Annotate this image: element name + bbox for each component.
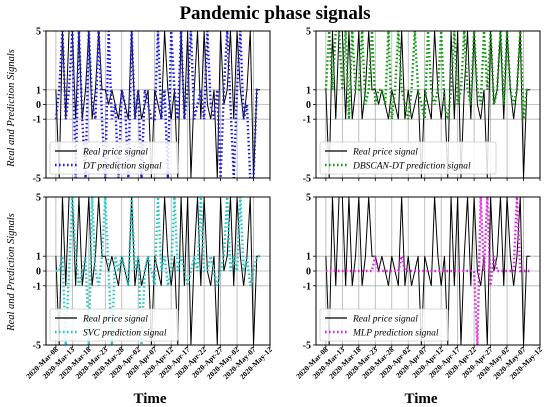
- panels-group: -5 -1 0 1 5 Real price signal DT prediction si…: [24, 27, 544, 382]
- ytick-label-dbscan-dt: -1: [303, 115, 311, 126]
- real-price-line-dbscan-dt: [325, 31, 531, 178]
- legend-label-real-dbscan-dt: Real price signal: [352, 148, 418, 158]
- ytick-label-mlp: -1: [303, 281, 311, 292]
- legend-label-pred-svc: SVC prediction signal: [83, 329, 167, 339]
- panel-mlp: -5-10152020-Mar-082020-Mar-132020-Mar-18…: [294, 193, 544, 382]
- ytick-label-mlp: 5: [306, 193, 311, 204]
- ytick-label-svc: 5: [36, 193, 41, 204]
- prediction-line-mlp: [325, 197, 531, 345]
- legend-label-pred-dt: DT prediction signal: [82, 162, 162, 172]
- ytick-label-svc: 0: [36, 267, 41, 278]
- legend-box-dt: [49, 141, 179, 175]
- panel-dt: -5 -1 0 1 5 Real price signal DT prediction si…: [33, 27, 271, 185]
- panel-dbscan-dt: -5 -1 0 1 5 Real price signal DBSCAN-DT predic…: [303, 27, 541, 185]
- ytick-label-dt: 5: [36, 27, 41, 38]
- panel-svc: -5-10152020-Mar-082020-Mar-132020-Mar-18…: [24, 193, 274, 382]
- prediction-line-dbscan-dt: [324, 31, 531, 120]
- legend-dt: Real price signal DT prediction signal: [49, 141, 179, 175]
- y-axis-label-bottom: Real and Prediction Signals: [6, 213, 17, 332]
- ytick-label-dbscan-dt: 0: [306, 100, 311, 111]
- ytick-label-svc: 1: [36, 252, 41, 263]
- ytick-label-dt: -1: [33, 115, 41, 126]
- legend-label-pred-mlp: MLP prediction signal: [352, 329, 439, 339]
- ytick-label-mlp: 1: [306, 252, 311, 263]
- x-axis-label-left: Time: [133, 391, 166, 407]
- ytick-label-dt: -5: [33, 174, 41, 185]
- ytick-label-dbscan-dt: -5: [303, 174, 311, 185]
- x-axis-label-right: Time: [404, 391, 437, 407]
- ytick-label-mlp: -5: [303, 341, 311, 352]
- legend-svc: Real price signal SVC prediction signal: [49, 308, 179, 342]
- ytick-label-svc: -1: [33, 281, 41, 292]
- real-price-line-svc: [55, 197, 261, 345]
- prediction-line-svc: [55, 197, 261, 345]
- legend-label-pred-dbscan-dt: DBSCAN-DT prediction signal: [352, 162, 471, 172]
- legend-label-real-dt: Real price signal: [82, 148, 148, 158]
- ytick-label-dbscan-dt: 5: [306, 27, 311, 38]
- y-axis-label-top: Real and Prediction Signals: [6, 49, 17, 168]
- ytick-label-dt: 1: [36, 85, 41, 96]
- ytick-label-dt: 0: [36, 100, 41, 111]
- ytick-label-svc: -5: [33, 341, 41, 352]
- legend-mlp: Real price signal MLP prediction signal: [319, 308, 449, 342]
- legend-box-dbscan-dt: [319, 141, 497, 175]
- legend-label-real-svc: Real price signal: [82, 315, 148, 325]
- ytick-label-mlp: 0: [306, 267, 311, 278]
- legend-dbscan-dt: Real price signal DBSCAN-DT prediction si…: [319, 141, 497, 175]
- legend-box-mlp: [319, 308, 449, 342]
- legend-box-svc: [49, 308, 179, 342]
- legend-label-real-mlp: Real price signal: [352, 315, 418, 325]
- real-price-line-dt: [55, 31, 261, 178]
- ytick-label-dbscan-dt: 1: [306, 85, 311, 96]
- figure-title: Pandemic phase signals: [179, 3, 370, 24]
